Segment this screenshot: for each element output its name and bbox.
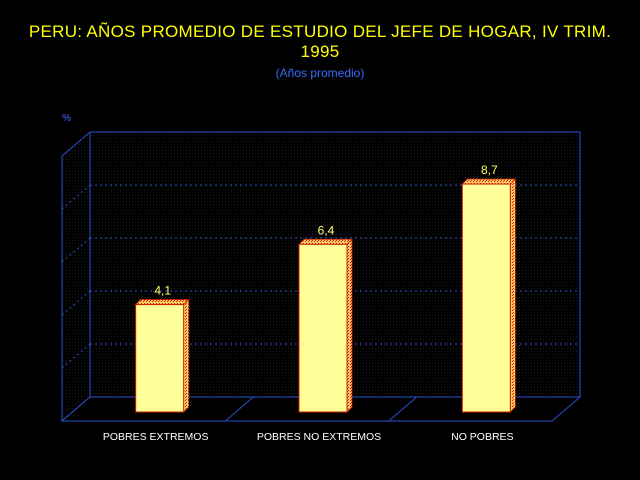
chart-subtitle: (Años promedio): [275, 66, 365, 80]
bar-side: [346, 238, 353, 413]
chart-title-line-1: PERU: AÑOS PROMEDIO DE ESTUDIO DEL JEFE …: [28, 22, 612, 41]
data-label: 6,4: [318, 223, 335, 237]
bar-top: [461, 178, 517, 185]
bar-side: [509, 178, 516, 413]
bar-side: [183, 298, 190, 413]
chart-title-line-2: 1995: [300, 42, 340, 61]
bar-front: [298, 243, 348, 413]
left-wall: [61, 130, 91, 423]
bar: [461, 178, 517, 413]
bar: [298, 238, 353, 413]
bar-front: [135, 304, 185, 413]
bar-front: [461, 183, 511, 413]
gridline-side: [61, 290, 91, 316]
data-label: 4,1: [154, 284, 171, 298]
floor-divider: [388, 396, 417, 422]
chart-title: PERU: AÑOS PROMEDIO DE ESTUDIO DEL JEFE …: [0, 22, 640, 62]
category-label: POBRES EXTREMOS: [103, 431, 209, 443]
labels-group: % 4,1 POBRES EXTREMOS 6,4 POBRES NO EXTREMOS…: [62, 113, 514, 443]
bars-group: [134, 178, 517, 413]
gridline-side: [61, 184, 91, 210]
category-label: POBRES NO EXTREMOS: [257, 431, 381, 443]
bar-top: [134, 299, 190, 305]
bar-top: [298, 238, 353, 245]
y-axis-unit-label: %: [62, 113, 71, 124]
gridline-side: [61, 343, 91, 369]
floor-divider: [225, 396, 254, 422]
gridline-side: [61, 237, 91, 263]
bar: [134, 298, 190, 413]
data-label: 8,7: [481, 163, 498, 177]
category-label: NO POBRES: [451, 431, 513, 443]
